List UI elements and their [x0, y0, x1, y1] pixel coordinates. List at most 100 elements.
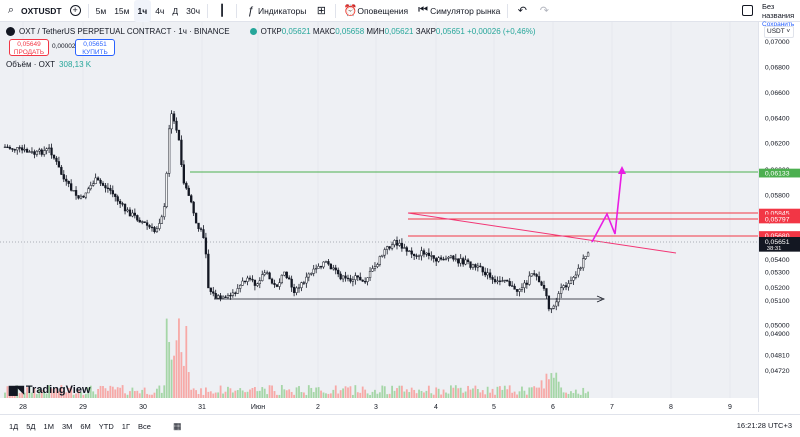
chart-type-button[interactable]: ┃ [211, 0, 233, 22]
price-chart[interactable]: 28 29 30 31 Июн 2 3 4 5 6 7 8 9 [0, 22, 758, 412]
range-1m[interactable]: 1М [43, 421, 54, 431]
buy-button[interactable]: 0,05651 КУПИТЬ [75, 39, 115, 56]
candle-body [417, 255, 421, 257]
candle-body [312, 268, 315, 274]
volume-bar [116, 387, 119, 398]
range-1y[interactable]: 1Г [121, 421, 131, 431]
trend-line[interactable] [407, 212, 677, 254]
volume-bar [582, 387, 585, 398]
redo-button[interactable]: ↷ [533, 0, 555, 22]
currency-selector[interactable]: USDT ˅ [764, 26, 794, 38]
candle-body [57, 161, 61, 168]
indicators-button[interactable]: ƒ Индикаторы [240, 0, 310, 22]
volume-bar [472, 388, 474, 398]
interval-30h[interactable]: 30ч [186, 5, 200, 16]
time-tick: 6 [551, 404, 555, 411]
volume-bar [315, 387, 318, 398]
price-marker-label: 0,06133 [765, 171, 790, 178]
candle-body [246, 277, 249, 282]
candle-body [40, 149, 43, 155]
volume-bar [276, 394, 278, 398]
volume-bar [33, 388, 36, 398]
interval-1h[interactable]: 1ч [133, 0, 152, 22]
clock[interactable]: 16:21:28 UTC+3 [736, 421, 792, 430]
candle-body [449, 255, 453, 258]
candle-body [72, 190, 75, 192]
candle-body [133, 212, 136, 216]
chart-plot-shade [0, 22, 758, 398]
sell-button[interactable]: 0,05649 ПРОДАТЬ [9, 39, 49, 56]
alerts-button[interactable]: ⏰ Оповещения [339, 0, 412, 22]
volume-bar [332, 389, 335, 398]
volume-bar [393, 390, 396, 398]
interval-4h[interactable]: 4ч [155, 5, 165, 16]
layout-name-button[interactable]: Без названия Сохранить [762, 2, 800, 29]
price-tick: 0,06600 [765, 90, 790, 97]
undo-button[interactable]: ↶ [511, 0, 533, 22]
calendar-icon[interactable]: ▦ [172, 420, 182, 431]
time-tick: 7 [610, 404, 614, 411]
layout-save: Сохранить [762, 21, 795, 28]
volume-bar [197, 394, 200, 398]
interval-15m[interactable]: 15м [114, 5, 130, 16]
candle-body [366, 277, 369, 282]
add-symbol-button[interactable]: + [66, 0, 85, 22]
candle-body [116, 196, 119, 202]
volume-bar [102, 386, 104, 398]
volume-bar [339, 390, 342, 398]
projection-path[interactable] [591, 167, 623, 243]
candle-body [395, 240, 399, 246]
volume-bar [4, 392, 6, 398]
candle-body [462, 258, 465, 265]
legend-title[interactable]: OXT / TetherUS PERPETUAL CONTRACT · 1ч ·… [19, 27, 230, 36]
price-axis[interactable]: 0,070000,068000,066000,064000,062000,060… [758, 22, 800, 412]
volume-bar [366, 393, 369, 398]
price-marker [759, 214, 800, 224]
volume-bar [533, 386, 536, 398]
tradingview-logo[interactable]: ▆◥ TradingView [9, 383, 91, 397]
candle-body [43, 150, 46, 155]
fullscreen-button[interactable] [738, 0, 757, 22]
interval-5m[interactable]: 5м [95, 5, 107, 16]
volume-legend[interactable]: Объём · OXT 308,13 K [6, 60, 91, 69]
range-6m[interactable]: 6М [80, 421, 91, 431]
range-5d[interactable]: 5Д [26, 421, 36, 431]
candle-body [121, 203, 124, 205]
volume-bar [445, 392, 447, 398]
volume-bar [349, 386, 352, 398]
range-ytd[interactable]: YTD [98, 421, 114, 431]
candle-body [288, 277, 291, 280]
range-all[interactable]: Все [138, 421, 151, 431]
candle-body [109, 188, 112, 191]
volume-bars [4, 318, 589, 398]
currency-label: USDT [767, 28, 785, 35]
range-1d[interactable]: 1Д [9, 421, 19, 431]
candle-body [359, 276, 362, 281]
volume-bar [570, 391, 572, 398]
volume-bar [70, 386, 73, 398]
interval-1d[interactable]: Д [172, 5, 179, 16]
volume-bar [501, 389, 504, 398]
candle-body [283, 271, 286, 276]
symbol-search[interactable]: ⌕ OXTUSDT [0, 0, 66, 22]
candle-body [405, 247, 408, 252]
volume-bar [396, 388, 398, 398]
volume-bar [383, 386, 386, 398]
replay-button[interactable]: ⏮ Симулятор рынка [412, 0, 504, 22]
volume-bar [133, 391, 136, 398]
volume-bar [6, 386, 9, 398]
candle-body [508, 281, 511, 286]
volume-bar [214, 392, 217, 398]
candle-body [165, 173, 168, 207]
volume-bar [153, 392, 156, 398]
volume-bar [562, 392, 565, 398]
candle-body [182, 164, 185, 184]
templates-button[interactable]: ⊞ [310, 0, 332, 22]
time-tick: 3 [374, 404, 378, 411]
candle-body [520, 287, 524, 290]
candle-body [47, 147, 51, 149]
range-3m[interactable]: 3М [61, 421, 73, 431]
candle-body [119, 200, 122, 204]
candle-body [393, 240, 396, 246]
time-tick: 5 [492, 404, 496, 411]
